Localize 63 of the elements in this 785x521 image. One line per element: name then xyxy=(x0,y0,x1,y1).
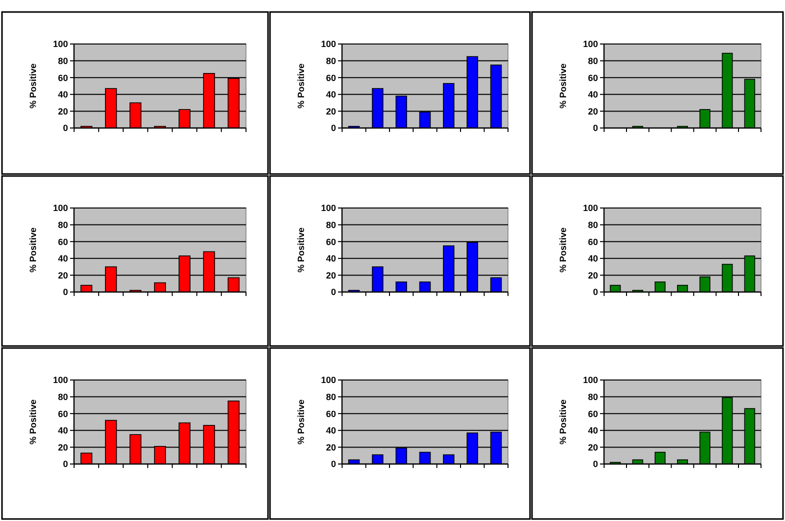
y-axis-title: % Positive xyxy=(296,63,306,109)
y-tick-label: 100 xyxy=(52,375,68,386)
y-axis-title: % Positive xyxy=(558,399,568,445)
y-axis-title: % Positive xyxy=(296,227,306,273)
y-tick-label: 20 xyxy=(588,106,598,116)
y-tick-label: 40 xyxy=(326,254,336,264)
y-tick-label: 0 xyxy=(592,459,598,470)
y-tick-label: 40 xyxy=(588,90,598,100)
y-tick-label: 20 xyxy=(58,106,68,116)
y-tick-label: 100 xyxy=(52,39,68,50)
y-tick-label: 100 xyxy=(320,39,336,50)
y-tick-label: 0 xyxy=(330,287,336,298)
y-axis-title: % Positive xyxy=(28,399,38,445)
y-tick-label: 20 xyxy=(326,106,336,116)
y-tick-label: 20 xyxy=(58,442,68,452)
y-tick-label: 60 xyxy=(588,408,598,419)
y-tick-label: 0 xyxy=(330,123,336,134)
y-axis-title: % Positive xyxy=(296,399,306,445)
y-tick-label: 40 xyxy=(326,90,336,100)
y-tick-label: 100 xyxy=(52,203,68,214)
y-axis-title: % Positive xyxy=(28,63,38,109)
y-tick-label: 80 xyxy=(58,56,68,66)
y-tick-label: 0 xyxy=(62,287,68,298)
y-tick-label: 100 xyxy=(320,203,336,214)
y-tick-label: 20 xyxy=(326,270,336,280)
y-tick-label: 100 xyxy=(582,203,598,214)
y-tick-label: 80 xyxy=(326,56,336,66)
y-axis-title: % Positive xyxy=(558,227,568,273)
y-tick-label: 60 xyxy=(58,408,68,419)
y-tick-label: 40 xyxy=(588,254,598,264)
y-tick-label: 0 xyxy=(592,123,598,134)
y-axis-title: % Positive xyxy=(28,227,38,273)
y-tick-label: 60 xyxy=(326,236,336,247)
y-tick-label: 80 xyxy=(58,220,68,230)
y-tick-label: 60 xyxy=(58,72,68,83)
y-tick-label: 80 xyxy=(588,220,598,230)
y-tick-label: 60 xyxy=(326,72,336,83)
y-tick-label: 20 xyxy=(58,270,68,280)
y-tick-label: 20 xyxy=(326,442,336,452)
y-tick-label: 0 xyxy=(62,123,68,134)
y-tick-label: 80 xyxy=(588,392,598,402)
y-tick-label: 60 xyxy=(588,236,598,247)
y-tick-label: 60 xyxy=(588,72,598,83)
y-tick-label: 100 xyxy=(582,375,598,386)
y-tick-label: 80 xyxy=(588,56,598,66)
y-tick-label: 100 xyxy=(320,375,336,386)
y-tick-label: 40 xyxy=(58,254,68,264)
y-tick-label: 0 xyxy=(330,459,336,470)
y-tick-label: 40 xyxy=(58,426,68,436)
y-tick-label: 0 xyxy=(592,287,598,298)
y-tick-label: 20 xyxy=(588,442,598,452)
y-tick-label: 40 xyxy=(588,426,598,436)
y-tick-label: 80 xyxy=(326,220,336,230)
y-axis-title: % Positive xyxy=(558,63,568,109)
y-tick-label: 60 xyxy=(326,408,336,419)
y-tick-label: 0 xyxy=(62,459,68,470)
y-tick-label: 20 xyxy=(588,270,598,280)
y-tick-label: 100 xyxy=(582,39,598,50)
y-tick-label: 80 xyxy=(58,392,68,402)
y-tick-label: 40 xyxy=(326,426,336,436)
y-tick-label: 40 xyxy=(58,90,68,100)
y-tick-label: 60 xyxy=(58,236,68,247)
y-tick-label: 80 xyxy=(326,392,336,402)
